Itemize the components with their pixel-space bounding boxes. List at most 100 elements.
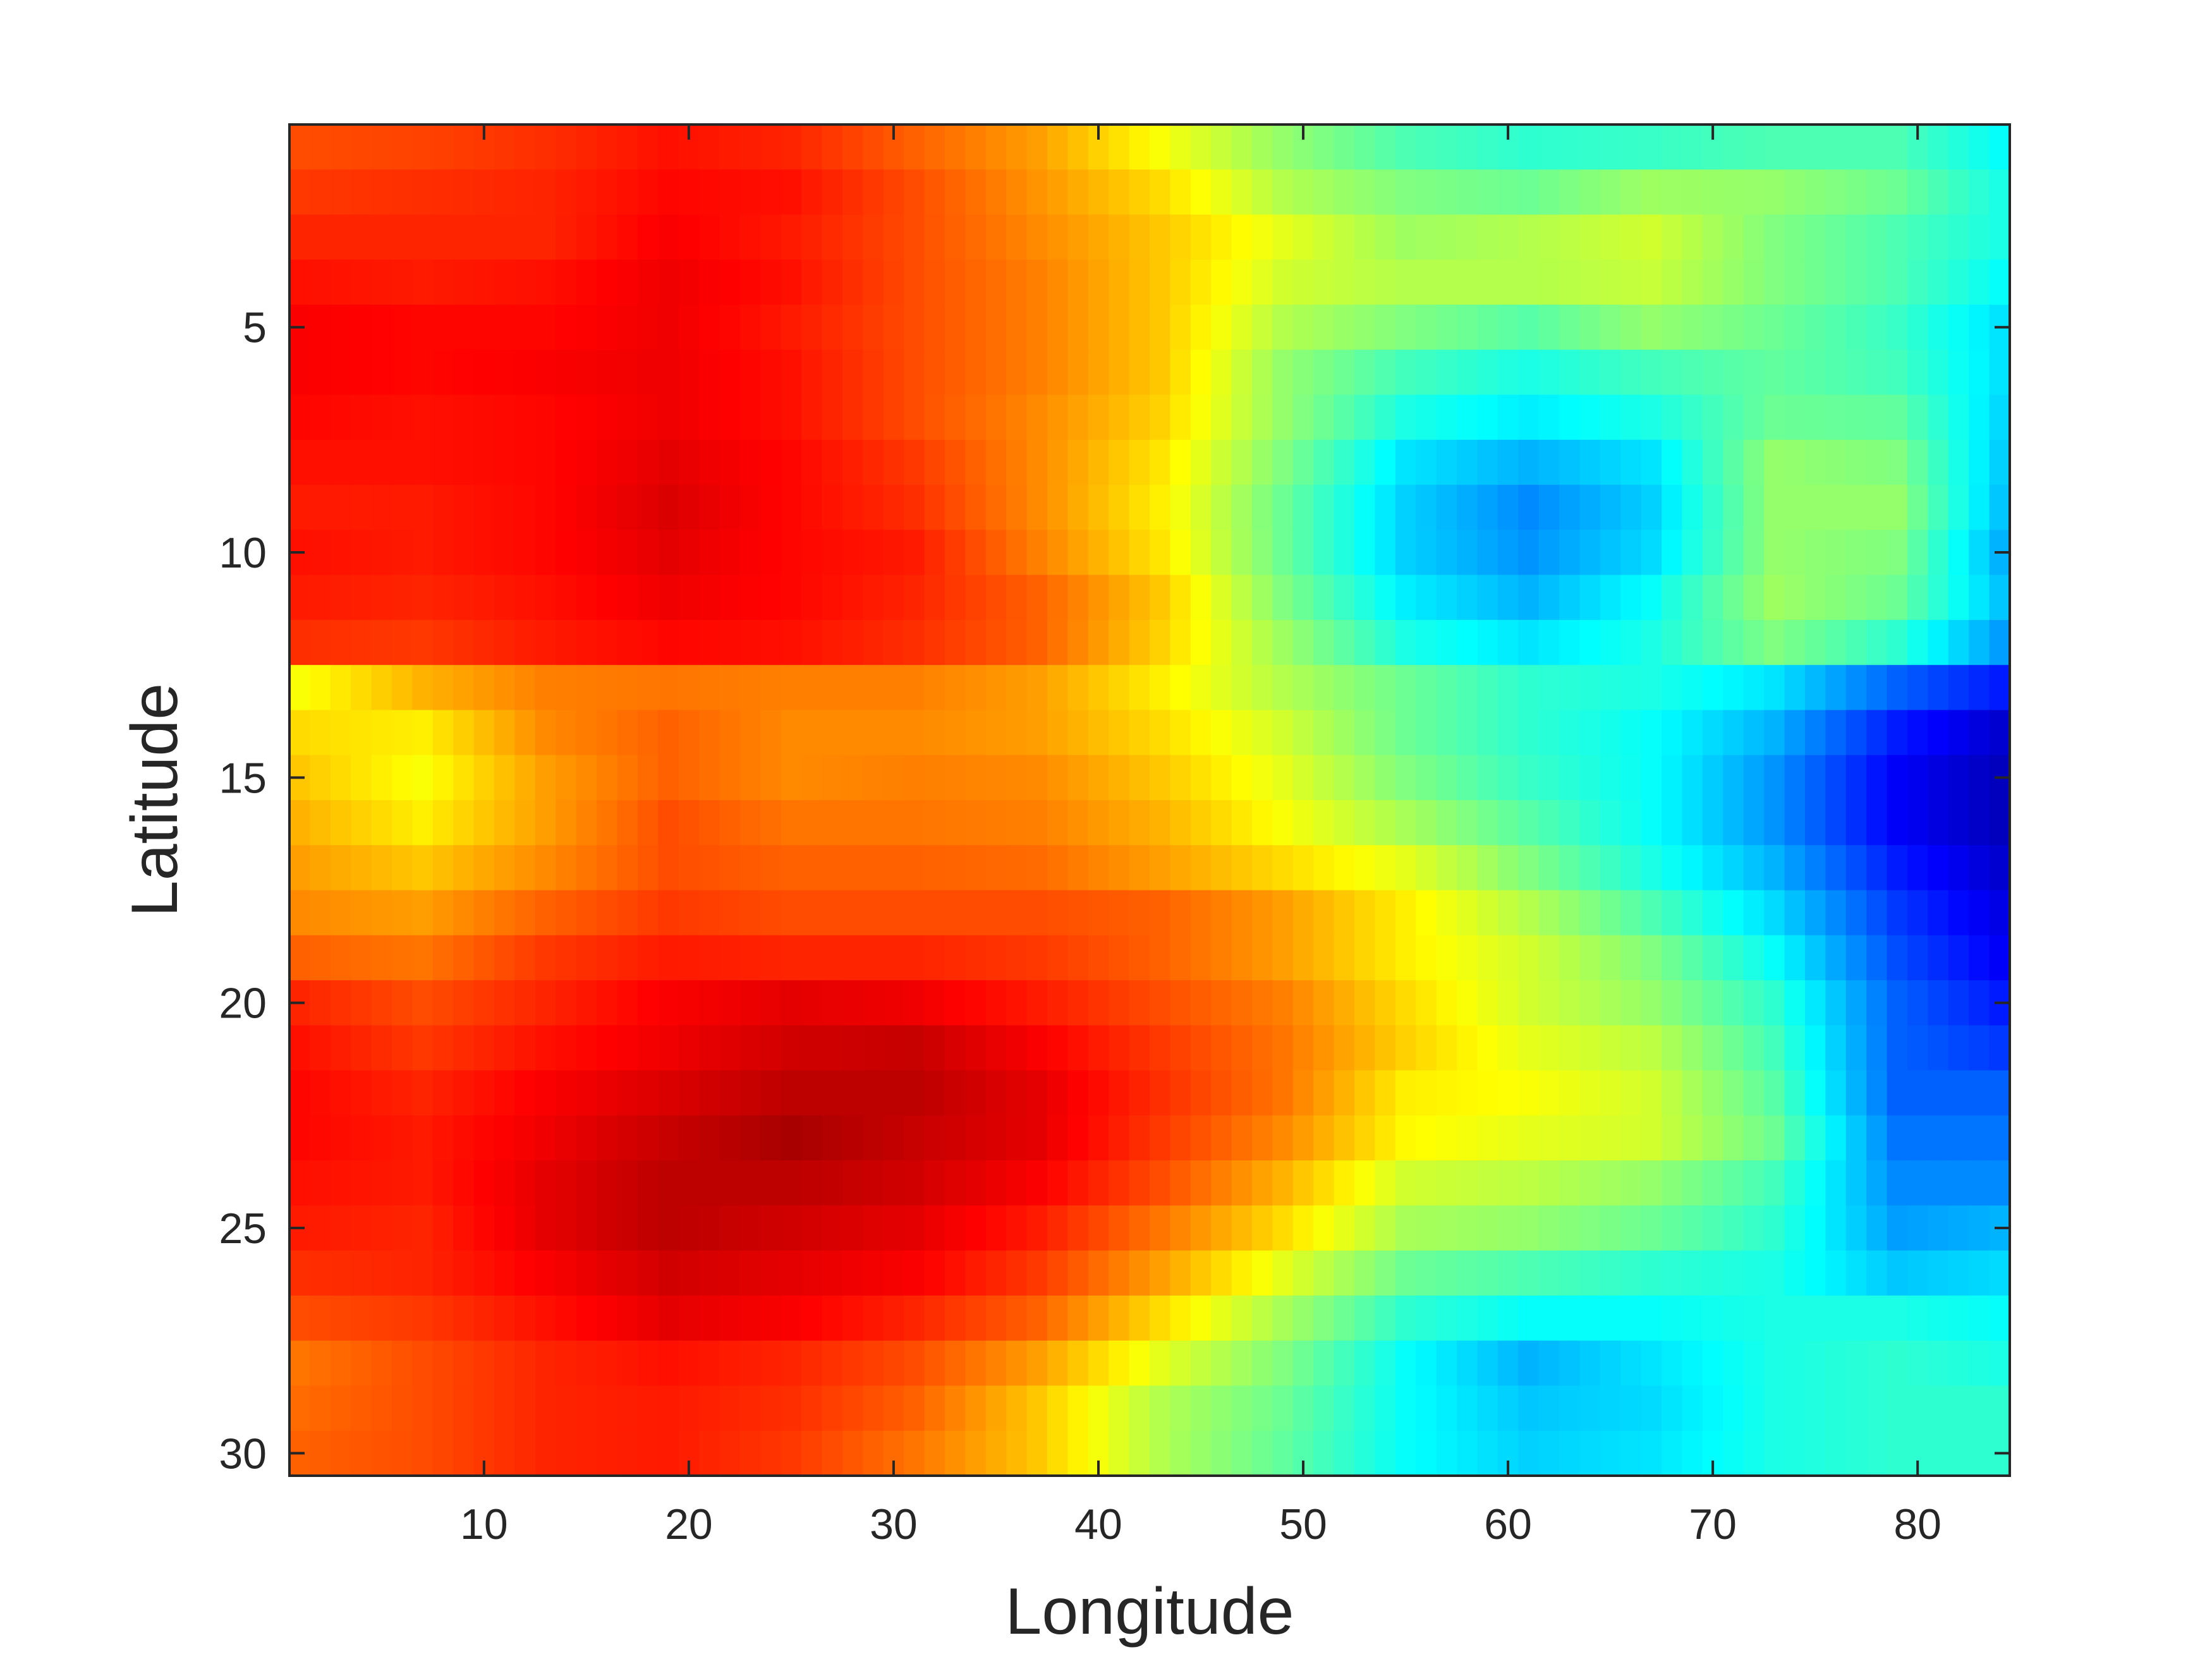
heatmap-cell bbox=[1518, 1385, 1540, 1431]
heatmap-cell bbox=[535, 755, 556, 801]
heatmap-cell bbox=[1969, 1115, 1990, 1161]
heatmap-cell bbox=[1969, 935, 1990, 981]
heatmap-cell bbox=[617, 1115, 638, 1161]
heatmap-cell bbox=[944, 1385, 966, 1431]
heatmap-cell bbox=[1682, 1070, 1703, 1116]
heatmap-cell bbox=[412, 890, 434, 936]
heatmap-cell bbox=[1170, 530, 1191, 576]
heatmap-cell bbox=[1211, 1385, 1232, 1431]
heatmap-cell bbox=[1662, 1025, 1683, 1071]
heatmap-cell bbox=[1026, 530, 1048, 576]
heatmap-cell bbox=[842, 710, 863, 756]
heatmap-cell bbox=[1662, 619, 1683, 665]
heatmap-cell bbox=[1416, 890, 1437, 936]
heatmap-cell bbox=[719, 980, 741, 1026]
heatmap-cell bbox=[1723, 439, 1744, 485]
heatmap-cell bbox=[1231, 439, 1253, 485]
heatmap-cell bbox=[1989, 574, 2010, 621]
heatmap-cell bbox=[944, 800, 966, 846]
y-axis-label: Latitude bbox=[118, 683, 191, 917]
heatmap-cell bbox=[371, 845, 392, 891]
heatmap-cell bbox=[1416, 1205, 1437, 1251]
heatmap-cell bbox=[863, 619, 884, 665]
heatmap-cell bbox=[412, 1115, 434, 1161]
heatmap-cell bbox=[1682, 1385, 1703, 1431]
heatmap-cell bbox=[1354, 1385, 1376, 1431]
heatmap-cell bbox=[1948, 980, 1969, 1026]
heatmap-cell bbox=[392, 485, 413, 530]
heatmap-cell bbox=[1150, 169, 1170, 216]
heatmap-cell bbox=[965, 619, 987, 665]
heatmap-cell bbox=[597, 530, 618, 576]
heatmap-cell bbox=[760, 530, 782, 576]
heatmap-cell bbox=[1457, 710, 1478, 756]
heatmap-cell bbox=[822, 1385, 843, 1431]
heatmap-cell bbox=[1067, 800, 1089, 846]
heatmap-cell bbox=[1518, 439, 1540, 485]
heatmap-cell bbox=[1375, 574, 1396, 621]
heatmap-cell bbox=[1641, 485, 1662, 530]
heatmap-cell bbox=[1907, 710, 1928, 756]
heatmap-cell bbox=[1620, 845, 1642, 891]
heatmap-cell bbox=[453, 845, 475, 891]
heatmap-cell bbox=[1252, 980, 1273, 1026]
heatmap-cell bbox=[1887, 1295, 1908, 1341]
heatmap-cell bbox=[1641, 1070, 1662, 1116]
heatmap-cell bbox=[1723, 259, 1744, 305]
heatmap-cell bbox=[678, 1340, 700, 1387]
heatmap-cell bbox=[1764, 800, 1785, 846]
heatmap-cell bbox=[1887, 845, 1908, 891]
heatmap-cell bbox=[1129, 1250, 1150, 1296]
heatmap-cell bbox=[556, 710, 577, 756]
heatmap-cell bbox=[330, 1070, 351, 1116]
heatmap-cell bbox=[1067, 845, 1089, 891]
heatmap-cell bbox=[1538, 1025, 1560, 1071]
heatmap-cell bbox=[556, 980, 577, 1026]
heatmap-cell bbox=[453, 1385, 475, 1431]
heatmap-cell bbox=[412, 980, 434, 1026]
heatmap-cell bbox=[863, 125, 884, 170]
heatmap-cell bbox=[1804, 1205, 1826, 1251]
heatmap-cell bbox=[1928, 394, 1949, 441]
heatmap-cell bbox=[944, 980, 966, 1026]
heatmap-cell bbox=[1170, 710, 1191, 756]
heatmap-cell bbox=[1292, 665, 1314, 711]
heatmap-cell bbox=[965, 665, 987, 711]
heatmap-cell bbox=[1150, 935, 1170, 981]
heatmap-cell bbox=[1109, 1025, 1130, 1071]
heatmap-cell bbox=[1047, 890, 1068, 936]
heatmap-cell bbox=[412, 349, 434, 396]
heatmap-cell bbox=[1989, 1115, 2010, 1161]
heatmap-cell bbox=[535, 665, 556, 711]
heatmap-cell bbox=[658, 710, 679, 756]
heatmap-cell bbox=[1354, 1115, 1376, 1161]
heatmap-cell bbox=[1047, 980, 1068, 1026]
heatmap-cell bbox=[1477, 574, 1498, 621]
heatmap-cell bbox=[1928, 1340, 1949, 1387]
heatmap-cell bbox=[1067, 1385, 1089, 1431]
heatmap-cell bbox=[1907, 845, 1928, 891]
heatmap-cell bbox=[1436, 1250, 1457, 1296]
heatmap-cell bbox=[801, 1250, 823, 1296]
heatmap-cell bbox=[1641, 1250, 1662, 1296]
heatmap-cell bbox=[1579, 169, 1601, 216]
heatmap-cell bbox=[1989, 1340, 2010, 1387]
heatmap-cell bbox=[514, 1205, 536, 1251]
heatmap-cell bbox=[1252, 1295, 1273, 1341]
heatmap-cell bbox=[1375, 710, 1396, 756]
heatmap-cell bbox=[1006, 1250, 1028, 1296]
heatmap-cell bbox=[678, 349, 700, 396]
heatmap-cell bbox=[1436, 125, 1457, 170]
heatmap-cell bbox=[1969, 305, 1990, 350]
heatmap-cell bbox=[699, 1430, 720, 1476]
heatmap-cell bbox=[1457, 169, 1478, 216]
heatmap-cell bbox=[822, 1025, 843, 1071]
heatmap-cell bbox=[1334, 214, 1355, 260]
heatmap-cell bbox=[699, 980, 720, 1026]
heatmap-cell bbox=[1662, 935, 1683, 981]
heatmap-cell bbox=[1047, 1070, 1068, 1116]
heatmap-cell bbox=[597, 259, 618, 305]
heatmap-cell bbox=[453, 710, 475, 756]
heatmap-cell bbox=[1825, 1115, 1847, 1161]
heatmap-cell bbox=[822, 169, 843, 216]
